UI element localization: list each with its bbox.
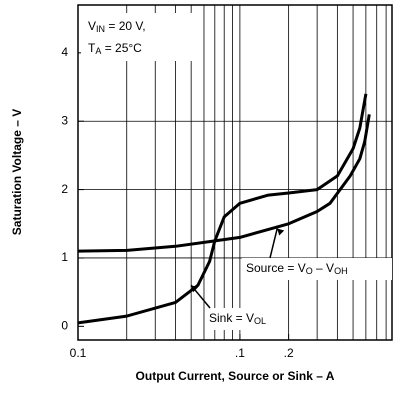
text-part: Sink = V	[209, 311, 254, 325]
plot-frame	[77, 4, 393, 341]
annotation-bg	[81, 13, 201, 61]
leader	[269, 228, 278, 259]
y-tick-label: 1	[61, 250, 68, 264]
subscript: OL	[254, 316, 266, 326]
label-bg	[205, 308, 287, 330]
arrowhead	[191, 285, 199, 293]
y-tick-label: 2	[61, 182, 68, 196]
text-part: = 25°C	[101, 41, 142, 55]
label-bg	[242, 258, 392, 280]
subscript: O	[306, 266, 313, 276]
x-tick-label: .1	[235, 346, 245, 360]
text-part: Source = V	[246, 261, 306, 275]
annotation: VIN = 20 V,	[88, 19, 146, 34]
annotation: TA = 25°C	[88, 41, 142, 56]
x-tick-label: 0.1	[70, 346, 87, 360]
y-tick-label: 3	[61, 113, 68, 127]
text-part: T	[88, 41, 96, 55]
x-axis-label: Output Current, Source or Sink – A	[136, 369, 335, 383]
y-tick-label: 0	[61, 318, 68, 332]
annotation: Source = VO – VOH	[246, 261, 348, 276]
subscript: IN	[96, 24, 105, 34]
series-line	[77, 93, 368, 325]
y-axis-label: Saturation Voltage – V	[10, 109, 24, 235]
text-part: – V	[313, 261, 334, 275]
y-tick-label: 4	[61, 45, 68, 59]
text-part: V	[88, 19, 96, 33]
subscript: OH	[334, 266, 348, 276]
text-part: = 20 V,	[105, 19, 146, 33]
subscript: A	[95, 46, 101, 56]
arrowhead	[277, 228, 285, 236]
series-line	[77, 114, 371, 253]
x-tick-label: .2	[284, 346, 294, 360]
annotation: Sink = VOL	[209, 311, 266, 326]
